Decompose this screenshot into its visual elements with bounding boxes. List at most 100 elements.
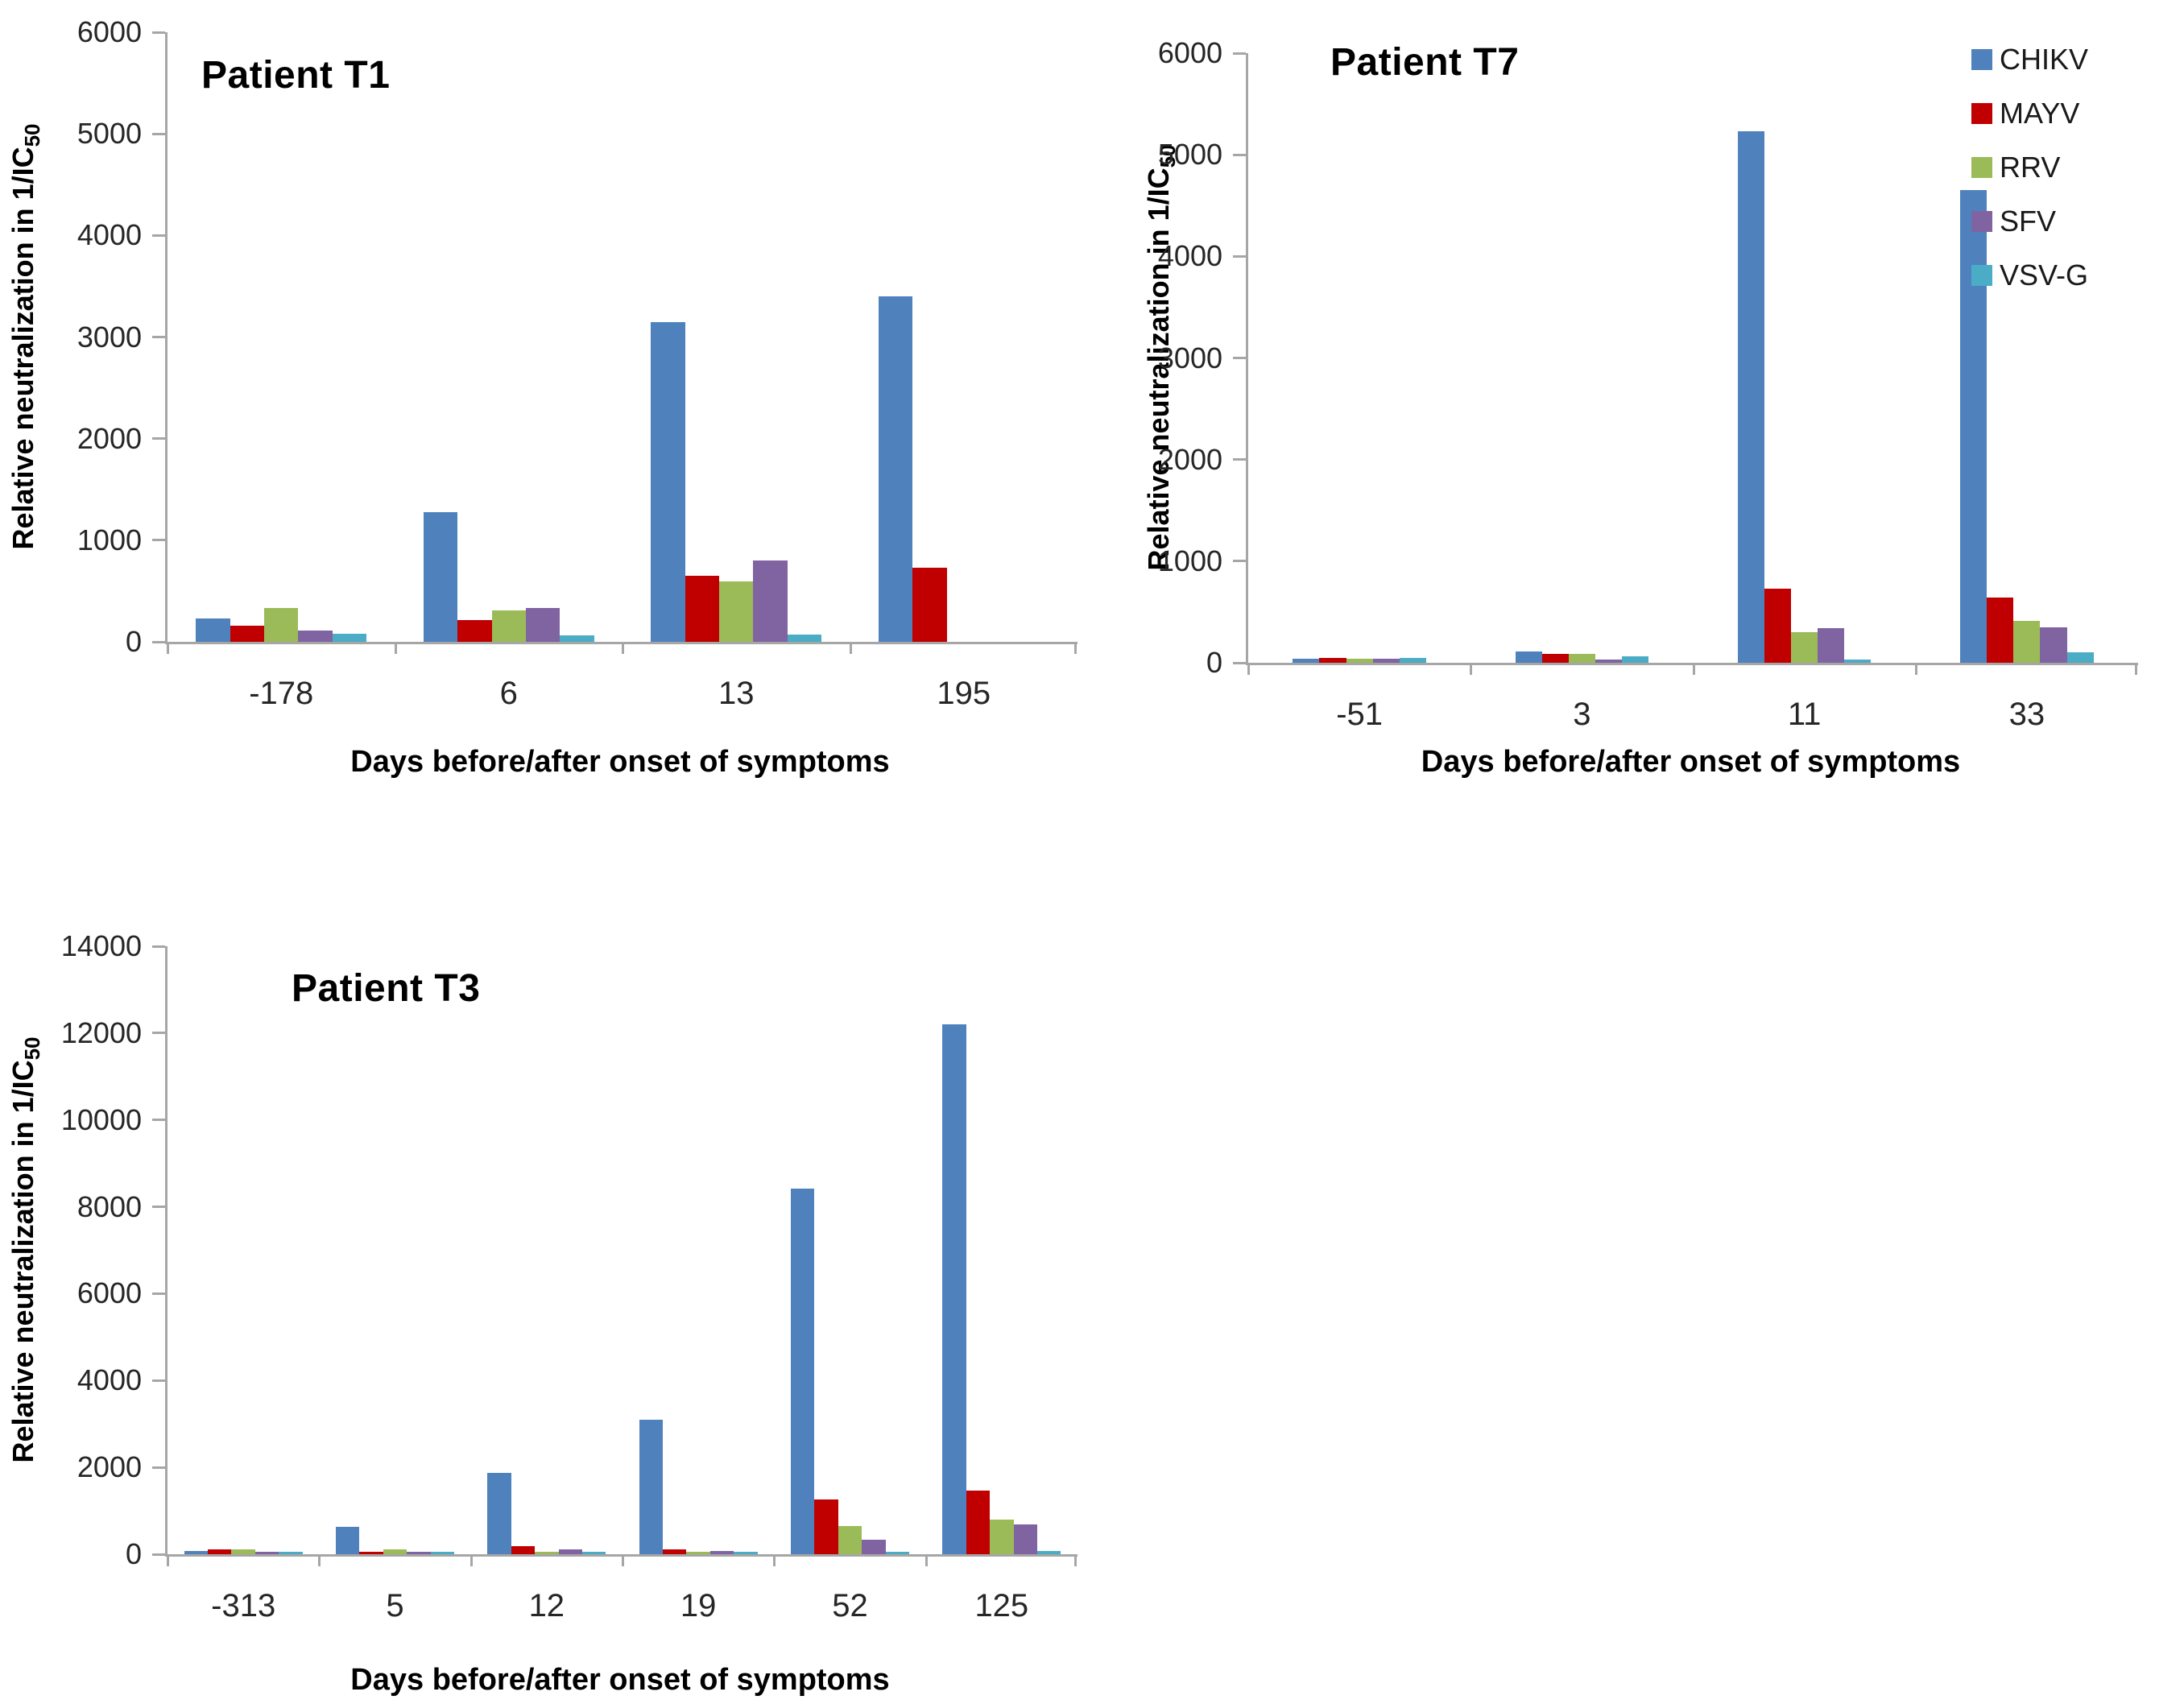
bar-RRV [535,1552,559,1554]
x-tick [773,1554,776,1566]
y-tick-label: 0 [125,625,142,658]
chart-patient-t7: Patient T7 Relative neutralization in 1/… [1079,0,2184,829]
bar-SFV [862,1539,886,1554]
bar-RRV [990,1520,1014,1554]
x-tick [1074,642,1077,654]
bar-MAYV [1764,588,1792,663]
y-tick [1233,458,1246,461]
y-tick [1233,153,1246,156]
bar-MAYV [359,1551,383,1554]
bar-RRV [2013,621,2041,663]
bar-MAYV [912,567,947,642]
y-tick [152,234,165,237]
y-tick-label: 6000 [1157,36,1222,69]
bar-SFV [2040,627,2067,663]
y-tick [152,640,165,643]
y-tick [152,1466,165,1469]
bar-VSV-G [885,1551,909,1554]
bar-CHIKV [791,1188,815,1554]
x-tick [394,642,397,654]
y-tick-label: 1000 [1157,544,1222,577]
legend-swatch [1971,48,1992,70]
bar-CHIKV [336,1527,360,1554]
bar-VSV-G [2066,652,2094,663]
bar-RRV [838,1525,862,1554]
x-tick [622,642,624,654]
bar-SFV [753,560,788,642]
bar-SFV [1595,659,1623,663]
legend-item: SFV [1971,194,2088,248]
legend-item: CHIKV [1971,32,2088,86]
bar-MAYV [663,1549,687,1554]
x-category-label: 12 [528,1588,565,1623]
x-tick [167,1554,169,1566]
bar-SFV [558,1549,582,1554]
legend-swatch [1971,210,1992,232]
y-tick-label: 2000 [77,421,142,455]
legend-item: RRV [1971,140,2088,194]
bar-MAYV [511,1546,536,1554]
bar-VSV-G [581,1551,606,1554]
y-tick-label: 6000 [77,15,142,48]
bar-CHIKV [184,1550,209,1554]
bar-SFV [407,1551,431,1554]
x-category-label: 52 [832,1588,868,1623]
y-tick-label: 12000 [60,1015,142,1049]
y-tick-label: 4000 [1157,239,1222,273]
x-tick [849,642,852,654]
bar-RRV [491,610,526,642]
bar-SFV [1818,628,1845,663]
bar-MAYV [230,625,265,642]
bar-MAYV [685,576,720,642]
x-tick [1692,663,1695,675]
y-tick [152,1292,165,1295]
bar-CHIKV [1737,131,1764,663]
chart-patient-t3: Patient T3 Relative neutralization in 1/… [0,878,1127,1704]
bar-SFV [1013,1524,1037,1554]
bar-CHIKV [878,296,913,642]
x-category-label: 3 [1573,697,1591,732]
y-tick-label: 2000 [77,1450,142,1484]
bar-CHIKV [423,511,458,642]
bar-SFV [525,608,560,642]
x-tick [2135,663,2137,675]
bar-MAYV [814,1499,838,1554]
bar-RRV [686,1551,710,1554]
x-tick [1074,1554,1077,1566]
x-tick [167,642,169,654]
x-tick [622,1554,624,1566]
x-category-label: -178 [249,676,314,711]
bar-RRV [231,1549,255,1554]
legend-item: VSV-G [1971,248,2088,302]
x-tick [469,1554,473,1566]
bar-RRV [264,608,299,642]
y-tick [152,1032,165,1035]
legend-swatch [1971,102,1992,124]
y-tick [1233,357,1246,359]
bar-VSV-G [560,635,594,642]
x-category-label: 13 [718,676,755,711]
bar-VSV-G [332,633,367,642]
y-tick-label: 10000 [60,1102,142,1136]
bar-VSV-G [734,1551,758,1554]
bar-RRV [383,1549,407,1554]
bar-VSV-G [430,1551,454,1554]
legend: CHIKV MAYV RRV SFV VSV-G [1971,32,2088,302]
bar-SFV [298,631,333,642]
plot-area: 0 1000 2000 3000 4000 5000 6000 -51 3 11 33 [1158,36,2138,732]
bar-CHIKV [487,1473,511,1554]
y-tick-label: 8000 [77,1189,142,1223]
y-tick-label: 5000 [1157,138,1222,172]
bar-MAYV [1541,654,1569,663]
bar-CHIKV [1293,658,1320,663]
x-axis-title: Days before/after onset of symptoms [350,1663,890,1697]
bar-SFV [254,1551,279,1554]
y-axis-title: Relative neutralization in 1/IC50 [6,1036,45,1462]
bar-VSV-G [787,635,822,642]
legend-swatch [1971,156,1992,178]
x-tick [924,1554,928,1566]
legend-label: MAYV [2000,96,2080,130]
plot-area: 0 1000 2000 3000 4000 5000 6000 -178 6 13 195 [77,15,1078,711]
plot-area: 0 2000 4000 6000 8000 10000 12000 14000 -313 5 12 1… [61,929,1078,1623]
chart-patient-t1: Patient T1 Relative neutralization in 1/… [0,0,1127,829]
